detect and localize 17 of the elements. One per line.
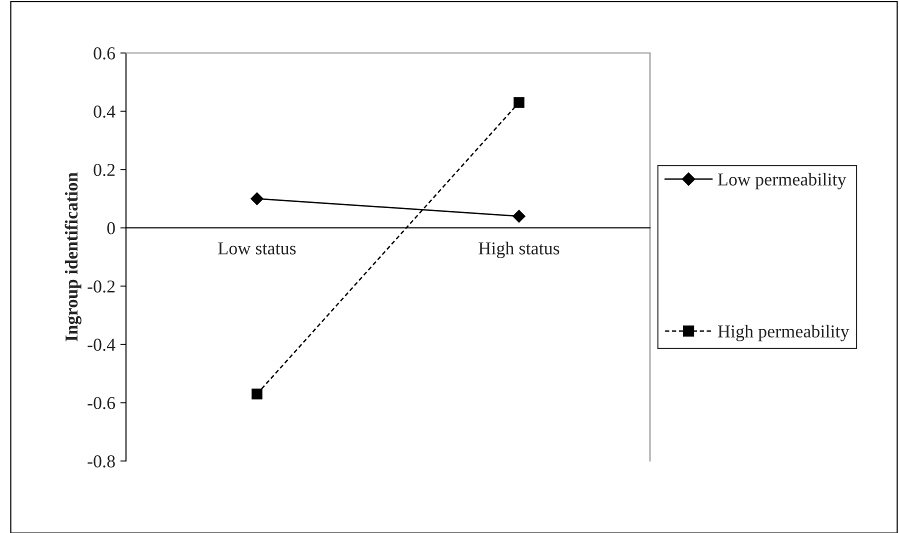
y-tick-label: 0.4 [94, 106, 116, 118]
point [514, 97, 524, 108]
x-tick-label: High status [478, 242, 560, 258]
y-tick-label: -0.4 [88, 338, 116, 351]
y-tick-label: 0.6 [94, 47, 116, 60]
legend-label: Low permeability [718, 172, 846, 190]
point [512, 210, 526, 223]
y-tick-label: -0.2 [88, 280, 115, 293]
y-tick-label: -0.8 [88, 455, 115, 468]
y-axis-title: Ingroup identification [64, 172, 82, 342]
point [250, 192, 264, 206]
y-tick-label: 0 [107, 222, 115, 234]
point [252, 388, 262, 400]
x-tick-label: Low status [218, 242, 296, 254]
legend-label: High permeability [718, 324, 850, 342]
y-tick-label: 0.2 [94, 164, 115, 176]
y-tick-label: -0.6 [88, 396, 116, 410]
